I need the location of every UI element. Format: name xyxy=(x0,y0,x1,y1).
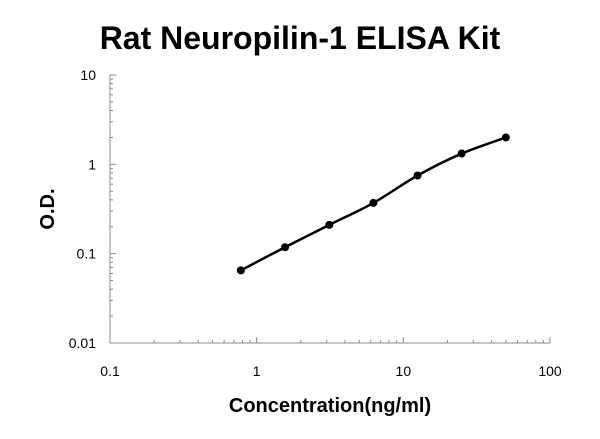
data-point xyxy=(325,220,334,229)
y-tick-label: 0.1 xyxy=(77,246,97,262)
y-tick-label: 10 xyxy=(80,67,96,83)
data-point xyxy=(413,171,422,180)
y-tick-label: 0.01 xyxy=(69,335,96,351)
data-point xyxy=(501,133,510,142)
data-point xyxy=(369,198,378,207)
x-tick-label: 1 xyxy=(253,363,261,379)
y-axis-title: O.D. xyxy=(37,188,59,229)
x-axis-title: Concentration(ng/ml) xyxy=(229,395,431,417)
x-tick-label: 0.1 xyxy=(100,363,120,379)
x-tick-label: 100 xyxy=(538,363,562,379)
series-layer xyxy=(236,133,510,275)
chart-title: Rat Neuropilin-1 ELISA Kit xyxy=(99,20,501,56)
y-tick-label: 1 xyxy=(88,156,96,172)
data-point xyxy=(280,243,289,252)
data-point xyxy=(236,266,245,275)
data-point xyxy=(457,149,466,158)
x-tick-label: 10 xyxy=(396,363,412,379)
